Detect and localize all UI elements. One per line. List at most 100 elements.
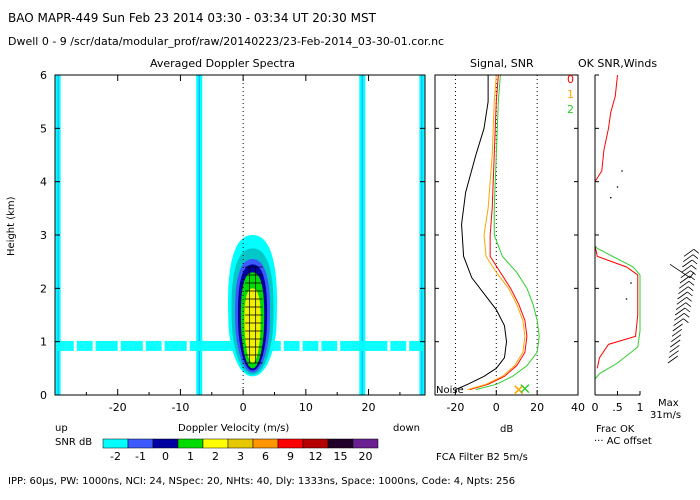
winds-dot — [609, 196, 612, 199]
colorbar-swatch — [227, 438, 254, 449]
signal-panel: -20 0 20 40 — [434, 74, 585, 414]
colorbar-swatch — [152, 438, 179, 449]
winds-dot — [630, 282, 632, 284]
noise-annotation: Noise — [436, 385, 464, 396]
wind-barb — [674, 307, 686, 316]
noise-gap — [161, 339, 165, 352]
wind-barb — [668, 350, 679, 358]
wind-barb — [672, 323, 683, 332]
wind-barb-flag — [690, 270, 696, 275]
wind-barb-flag — [687, 291, 693, 297]
colorbar-swatch — [302, 438, 329, 449]
colorbar-tick-label: -2 — [110, 450, 121, 463]
wind-barb — [678, 286, 689, 294]
winds-legend-0: 0 — [567, 73, 574, 86]
noise-x-green — [520, 384, 530, 394]
snr-colorbar: -2 -1 0 1 2 3 6 9 12 15 20 — [102, 438, 379, 463]
colorbar-swatch — [102, 438, 129, 449]
noise-gap — [299, 339, 303, 352]
noise-gap — [387, 339, 391, 352]
wind-barb — [674, 313, 685, 321]
signal-xtick-label: 0 — [493, 401, 500, 414]
colorbar-tick-label: 3 — [237, 450, 244, 463]
signal-x-axis-label: dB — [500, 424, 514, 435]
colorbar-swatch — [277, 438, 304, 449]
noise-gap — [73, 339, 77, 352]
wind-barb-flag — [691, 259, 698, 265]
winds-ac-offset-note: ··· AC offset — [594, 436, 652, 447]
colorbar-tick-label: 6 — [262, 450, 269, 463]
wind-barb-flag — [686, 297, 692, 302]
noise-gap — [280, 339, 284, 352]
fca-filter-label: FCA Filter B2 5m/s — [436, 452, 528, 463]
noise-gap — [142, 339, 146, 352]
noise-gap — [117, 339, 121, 352]
spectra-ytick-label: 3 — [40, 229, 47, 242]
spectra-title: Averaged Doppler Spectra — [150, 57, 296, 70]
colorbar-tick-label: 0 — [162, 450, 169, 463]
colorbar-swatch — [252, 438, 279, 449]
wind-barb-flag — [683, 313, 690, 318]
wind-barb — [670, 339, 681, 348]
winds-series-frac-ok-2 — [594, 75, 641, 380]
spectra-y-axis-label: Height (km) — [6, 196, 17, 256]
spectra-ytick-label: 2 — [40, 282, 47, 295]
wind-barb-flag — [683, 318, 689, 323]
winds-dot — [616, 186, 619, 188]
signal-series-snr-2 — [475, 74, 540, 391]
footer-params: IPP: 60μs, PW: 1000ns, NCI: 24, NSpec: 2… — [8, 476, 516, 487]
spectra-x-axis-label: Doppler Velocity (m/s) — [178, 423, 290, 434]
wind-barb — [681, 265, 692, 273]
colorbar-tick-label: 20 — [359, 450, 373, 463]
colorbar-up-label: up — [55, 423, 68, 434]
winds-title: OK SNR,Winds — [578, 57, 658, 70]
spectra-xtick-label: 20 — [362, 401, 376, 414]
colorbar-tick-label: 15 — [334, 450, 348, 463]
wind-barb — [675, 302, 687, 310]
noise-gap — [337, 339, 341, 352]
wind-barb — [678, 281, 690, 289]
spectra-xtick-label: -20 — [109, 401, 127, 414]
spectra-xtick-label: 10 — [299, 401, 313, 414]
wind-barb-flag — [684, 307, 691, 313]
wind-barb — [667, 355, 679, 364]
wind-barb — [682, 259, 693, 268]
winds-max-speed: 31m/s — [650, 410, 682, 421]
wind-barb — [679, 275, 691, 284]
colorbar-tick-label: 9 — [287, 450, 294, 463]
winds-x-axis-label: Frac OK — [596, 424, 635, 435]
signal-title: Signal, SNR — [470, 57, 534, 70]
wind-barb — [669, 345, 680, 353]
wind-barb — [673, 318, 684, 326]
signal-frame — [434, 74, 579, 396]
signal-xtick-label: -20 — [446, 401, 464, 414]
signal-xtick-label: 40 — [571, 401, 585, 414]
signal-series-snr-1 — [467, 74, 526, 391]
wind-barb-top — [669, 264, 695, 279]
signal-series-signal — [455, 75, 508, 391]
spectra-ytick-label: 5 — [40, 122, 47, 135]
signal-series-snr-0 — [469, 74, 528, 391]
noise-gap — [318, 339, 322, 352]
wind-barb — [680, 270, 691, 278]
noise-gap — [186, 339, 190, 352]
wind-barb-flag — [691, 265, 697, 270]
header-dwell-path: Dwell 0 - 9 /scr/data/modular_prof/raw/2… — [8, 35, 445, 48]
colorbar-swatch — [352, 438, 379, 449]
wind-barb-flag — [688, 281, 695, 286]
wind-barb-flag — [692, 254, 699, 259]
winds-legend-1: 1 — [567, 88, 574, 101]
wind-barb — [677, 291, 688, 300]
winds-max-label: Max — [658, 398, 679, 409]
noise-gap — [406, 339, 410, 352]
wind-barb-flag — [687, 286, 694, 291]
spectra-ytick-label: 4 — [40, 176, 47, 189]
signal-xtick-label: 20 — [530, 401, 544, 414]
winds-dot — [625, 298, 628, 300]
wind-barb — [671, 329, 683, 337]
winds-legend-2: 2 — [567, 103, 574, 116]
colorbar-swatch — [127, 438, 154, 449]
spectra-xtick-label: -10 — [171, 401, 189, 414]
